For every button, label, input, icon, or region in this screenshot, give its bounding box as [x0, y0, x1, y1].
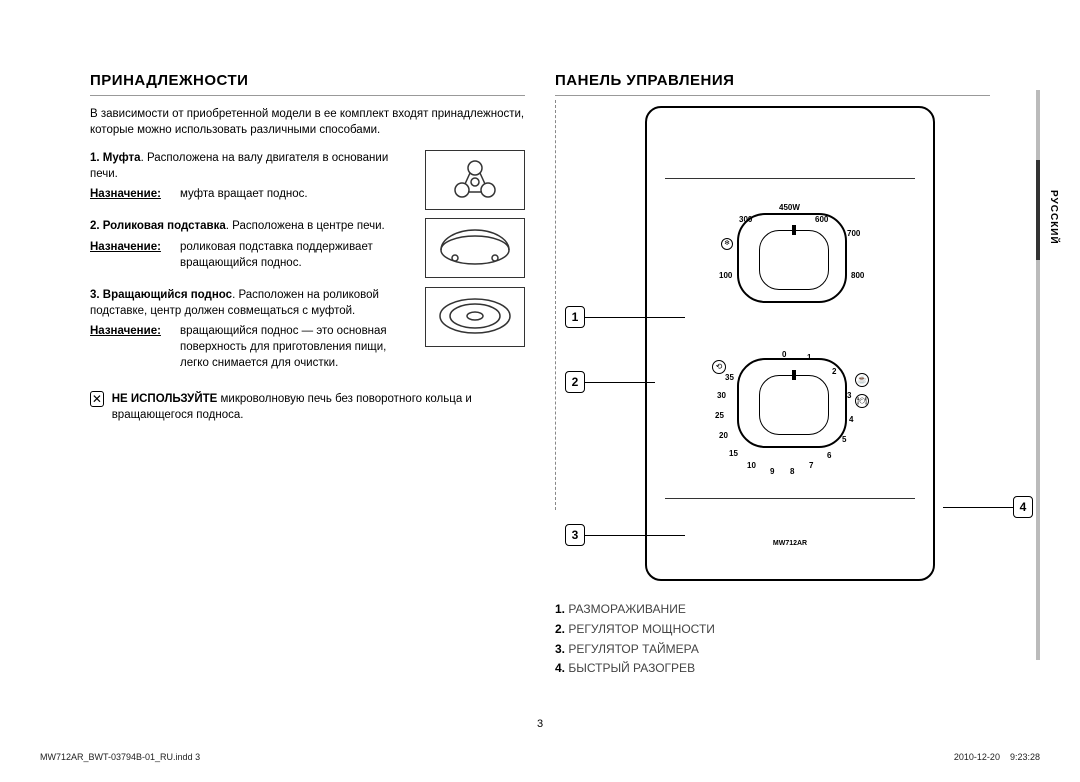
timer-tick: 15	[729, 448, 738, 459]
panel-diagram: 450W ❄ 100 300 600 700 800 ⟲ ☕ 🍽 0 1	[555, 106, 990, 581]
panel-outline: 450W ❄ 100 300 600 700 800 ⟲ ☕ 🍽 0 1	[645, 106, 935, 581]
item-desc: . Расположена в центре печи.	[226, 220, 385, 232]
timer-tick: 5	[842, 434, 846, 445]
timer-tick: 0	[782, 349, 786, 360]
callout-2: 2	[565, 371, 655, 393]
footer-time: 9:23:28	[1010, 752, 1040, 762]
footer: MW712AR_BWT-03794B-01_RU.indd 3 2010-12-…	[40, 751, 1040, 764]
power-tick: 100	[719, 270, 732, 281]
purpose-text: вращающийся поднос — это основная поверх…	[180, 323, 390, 371]
warning-icon: ✕	[90, 391, 104, 407]
timer-tick: 9	[770, 466, 774, 477]
warning-note: ✕ НЕ ИСПОЛЬЗУЙТЕ микроволновую печь без …	[90, 391, 525, 423]
power-tick: 700	[847, 228, 860, 239]
accessory-item: 3. Вращающийся поднос. Расположен на рол…	[90, 287, 525, 371]
accessory-item: 1. Муфта. Расположена на валу двигателя …	[90, 150, 525, 202]
item-name: Муфта	[103, 152, 141, 164]
item-num: 2.	[90, 220, 100, 232]
timer-tick: 10	[747, 460, 756, 471]
timer-tick: 25	[715, 410, 724, 421]
timer-tick: 8	[790, 466, 794, 477]
column-divider	[555, 100, 556, 510]
callout-3: 3	[565, 524, 685, 546]
item-num: 3.	[90, 289, 100, 301]
callout-4: 4	[943, 496, 1033, 518]
defrost-icon: ❄	[721, 238, 733, 250]
accessories-column: ПРИНАДЛЕЖНОСТИ В зависимости от приобрет…	[90, 70, 525, 680]
power-tick: 800	[851, 270, 864, 281]
accessory-item: 2. Роликовая подставка. Расположена в це…	[90, 218, 525, 270]
page-number: 3	[0, 717, 1080, 732]
timer-dial[interactable]	[737, 358, 847, 448]
timer-tick: 1	[807, 352, 811, 363]
purpose-text: роликовая подставка поддерживает вращающ…	[180, 239, 390, 271]
power-wattage-label: 450W	[779, 202, 800, 213]
footer-filename: MW712AR_BWT-03794B-01_RU.indd 3	[40, 751, 200, 764]
control-panel-column: ПАНЕЛЬ УПРАВЛЕНИЯ 450W ❄ 100 300 600 700…	[555, 70, 990, 680]
timer-tick: 35	[725, 372, 734, 383]
purpose-text: муфта вращает поднос.	[180, 186, 390, 202]
timer-tick: 6	[827, 450, 831, 461]
start-minus-icon: ⟲	[712, 360, 726, 374]
warning-bold: НЕ ИСПОЛЬЗУЙТЕ	[112, 393, 218, 405]
timer-tick: 2	[832, 366, 836, 377]
timer-tick: 7	[809, 460, 813, 471]
turntable-icon	[425, 287, 525, 347]
power-tick: 600	[815, 214, 828, 225]
footer-date: 2010-12-20	[954, 752, 1000, 762]
timer-tick: 3	[847, 390, 851, 401]
timer-tick: 30	[717, 390, 726, 401]
callout-1: 1	[565, 306, 685, 328]
roller-ring-icon	[425, 218, 525, 278]
item-num: 1.	[90, 152, 100, 164]
reheat-icon: ☕	[855, 373, 869, 387]
legend-item: 4. БЫСТРЫЙ РАЗОГРЕВ	[555, 660, 990, 677]
power-tick: 300	[739, 214, 752, 225]
purpose-label: Назначение:	[90, 239, 170, 271]
timer-tick: 20	[719, 430, 728, 441]
coupler-icon	[425, 150, 525, 210]
reheat-icon: 🍽	[855, 394, 869, 408]
legend-item: 1. РАЗМОРАЖИВАНИЕ	[555, 601, 990, 618]
accessories-title: ПРИНАДЛЕЖНОСТИ	[90, 70, 525, 96]
purpose-label: Назначение:	[90, 186, 170, 202]
panel-legend: 1. РАЗМОРАЖИВАНИЕ 2. РЕГУЛЯТОР МОЩНОСТИ …	[555, 601, 990, 677]
purpose-label: Назначение:	[90, 323, 170, 371]
model-label: MW712AR	[647, 539, 933, 549]
power-dial[interactable]	[737, 213, 847, 303]
legend-item: 2. РЕГУЛЯТОР МОЩНОСТИ	[555, 621, 990, 638]
item-name: Вращающийся поднос	[103, 289, 232, 301]
item-name: Роликовая подставка	[103, 220, 226, 232]
legend-item: 3. РЕГУЛЯТОР ТАЙМЕРА	[555, 641, 990, 658]
control-panel-title: ПАНЕЛЬ УПРАВЛЕНИЯ	[555, 70, 990, 96]
accessories-intro: В зависимости от приобретенной модели в …	[90, 106, 525, 138]
timer-tick: 4	[849, 414, 853, 425]
